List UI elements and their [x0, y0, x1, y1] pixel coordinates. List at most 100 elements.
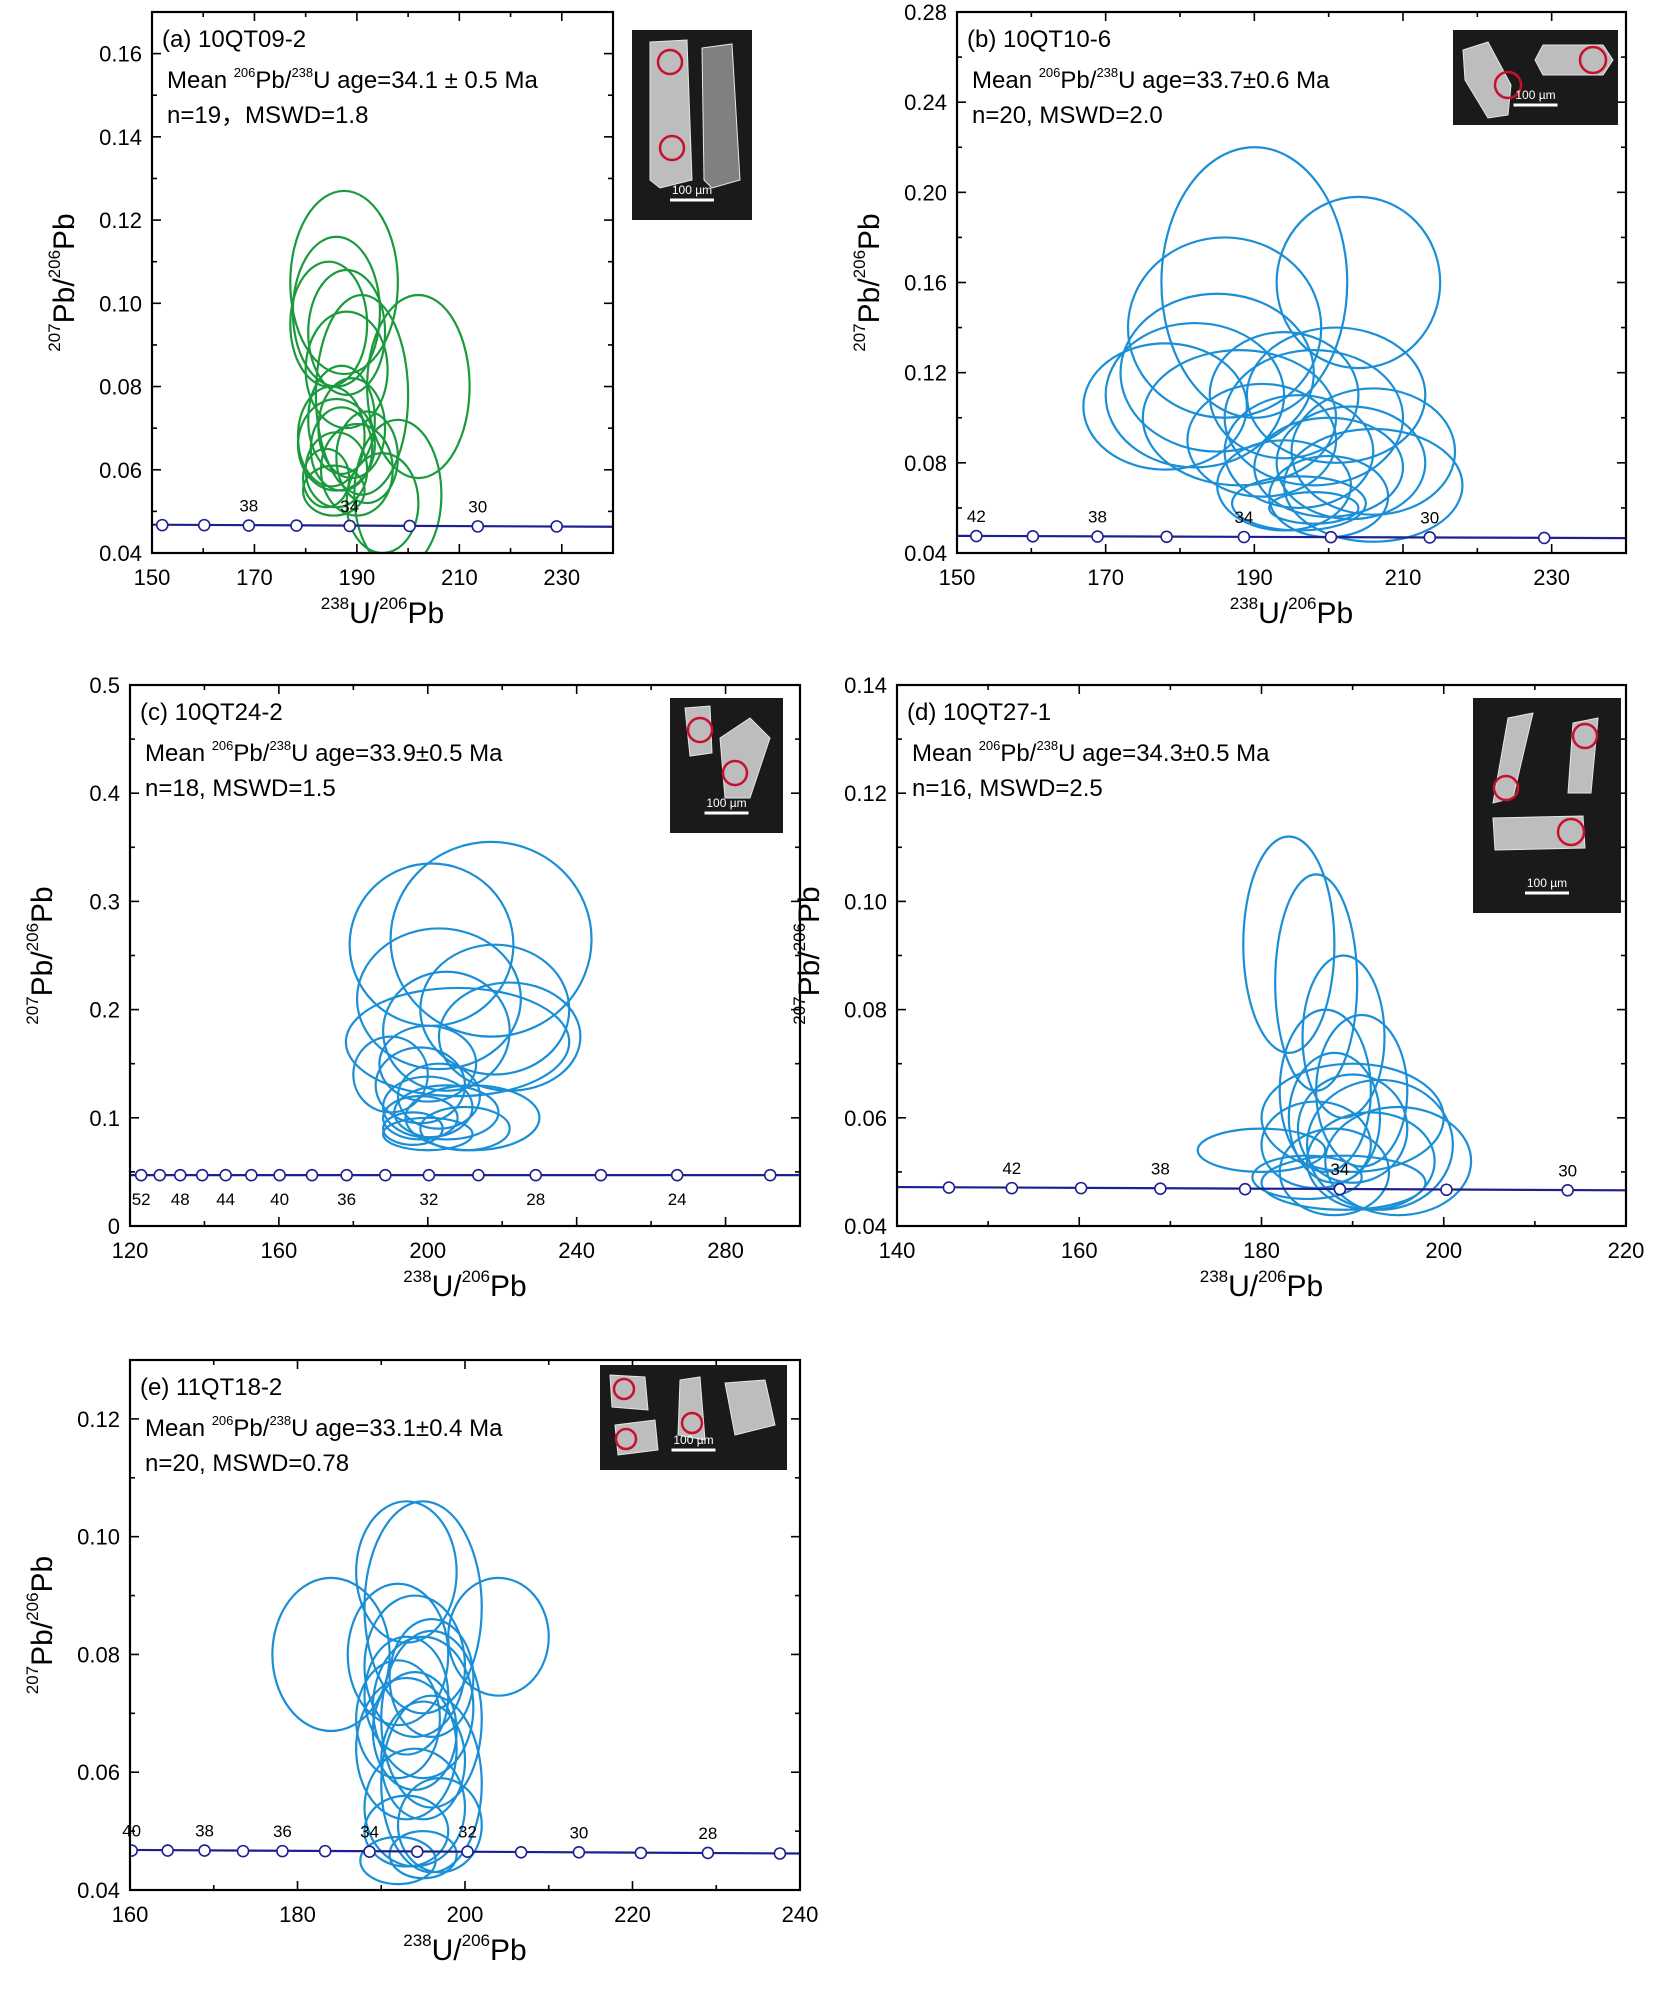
error-ellipse	[388, 1830, 458, 1880]
concordia-age-label: 30	[1558, 1161, 1577, 1180]
error-ellipse	[1104, 321, 1286, 469]
chart-panel-c: 52 48 44 40 36 32 28 24 120 160 200 240 280 0 0.1 0.2 0.…	[23, 673, 802, 1303]
mean-age-text: Mean 206Pb/238U age=33.1±0.4 Ma	[145, 1413, 503, 1442]
error-ellipse	[1315, 1013, 1409, 1168]
error-ellipse	[302, 464, 366, 517]
zircon-crystal	[724, 1379, 776, 1436]
analysis-spot	[658, 134, 686, 162]
error-ellipse	[1082, 342, 1248, 471]
isotope-superscript: 206	[790, 923, 809, 951]
panel-title: (b) 10QT10-6	[967, 26, 1111, 53]
concordia-age-marker	[410, 1845, 424, 1859]
y-tick-label: 0.3	[89, 889, 120, 914]
axis-label-text: Pb	[1287, 1270, 1324, 1303]
concordia-age-marker	[1440, 1183, 1453, 1197]
zircon-crystal	[701, 43, 741, 189]
stats-text: U age=34.1 ± 0.5 Ma	[313, 67, 538, 94]
x-tick-label: 180	[1243, 1238, 1280, 1263]
concordia-age-label: 38	[239, 497, 258, 516]
concordia-age-marker	[290, 519, 303, 532]
y-tick-label: 0.16	[99, 42, 142, 67]
axis-label-text: U/	[1258, 597, 1289, 630]
analysis-spot	[1571, 722, 1599, 750]
error-ellipse	[1223, 394, 1375, 510]
concordia-age-label: 34	[360, 1823, 379, 1842]
analysis-spot	[680, 1411, 704, 1435]
concordia-age-marker	[1423, 531, 1437, 544]
error-ellipse	[419, 1105, 511, 1152]
isotope-superscript: 207	[45, 323, 64, 351]
concordia-age-marker	[305, 1168, 319, 1182]
concordia-age-marker	[670, 1168, 684, 1182]
error-ellipse	[1324, 1105, 1473, 1217]
analysis-spot	[612, 1377, 636, 1401]
y-tick-label: 0.06	[844, 1106, 887, 1131]
axis-label-text: U/	[349, 597, 380, 630]
y-tick-label: 0.14	[99, 125, 142, 150]
x-tick-label: 140	[879, 1238, 916, 1263]
x-tick-label: 200	[447, 1902, 484, 1927]
concordia-age-label: 32	[419, 1190, 438, 1209]
concordia-age-label: 30	[468, 497, 487, 516]
concordia-curve	[897, 1185, 1626, 1192]
isotope-superscript: 238	[1230, 594, 1258, 613]
zircon-crystal	[1567, 717, 1599, 794]
concordia-age-marker	[514, 1846, 528, 1859]
concordia-age-marker	[1537, 531, 1551, 545]
y-tick-label: 0.20	[904, 180, 947, 205]
axis-label-text: Pb	[490, 1270, 527, 1303]
error-ellipse	[1119, 292, 1315, 453]
error-ellipse	[304, 310, 389, 430]
error-ellipse	[1260, 1154, 1427, 1211]
error-ellipse	[346, 1582, 450, 1727]
concordia-age-label: 32	[458, 1823, 477, 1842]
error-ellipse	[371, 1635, 475, 1780]
isotope-superscript: 207	[23, 1666, 42, 1694]
error-ellipse	[380, 1629, 483, 1809]
analysis-spot	[1556, 817, 1586, 847]
y-axis-label: 207Pb/206Pb	[850, 213, 886, 351]
error-ellipse	[1275, 195, 1442, 370]
error-ellipse	[1196, 1127, 1327, 1173]
axis-label-text: Pb/	[26, 1620, 59, 1666]
concordia-curve	[957, 534, 1626, 540]
y-tick-label: 0.24	[904, 90, 947, 115]
error-ellipse	[1242, 835, 1336, 1054]
concordia-age-label: 34	[1234, 508, 1253, 527]
concordia-age-label: 40	[270, 1190, 289, 1209]
mean-age-text: Mean 206Pb/238U age=33.9±0.5 Ma	[145, 738, 503, 767]
error-ellipse	[355, 927, 522, 1071]
concordia-age-label: 42	[967, 507, 986, 526]
n-mswd-text: n=20, MSWD=0.78	[145, 1450, 349, 1477]
concordia	[152, 518, 613, 533]
concordia	[130, 1844, 800, 1860]
concordia-age-label: 42	[1002, 1159, 1021, 1178]
error-ellipse	[1278, 1127, 1391, 1217]
cl-image-inset: 100 µm	[1453, 30, 1618, 125]
y-tick-label: 0.08	[904, 451, 947, 476]
cl-image-inset: 100 µm	[1473, 698, 1621, 913]
x-axis-label: 238U/206Pb	[1200, 1267, 1323, 1303]
stats-text: Pb/	[1060, 67, 1096, 94]
error-ellipse	[1245, 326, 1427, 464]
error-ellipse	[1296, 1073, 1409, 1184]
error-ellipse	[382, 1111, 444, 1146]
x-tick-label: 170	[236, 565, 273, 590]
concordia-age-marker	[422, 1168, 436, 1182]
error-ellipse	[302, 447, 351, 509]
error-ellipse	[359, 1835, 437, 1886]
error-ellipse	[1275, 405, 1427, 521]
stats-text: Pb/	[1000, 740, 1036, 767]
isotope-superscript: 207	[23, 996, 42, 1024]
concordia-age-marker	[1561, 1183, 1574, 1197]
plot-frame	[150, 10, 615, 555]
isotope-superscript: 206	[212, 1413, 234, 1428]
mean-age-text: Mean 206Pb/238U age=34.1 ± 0.5 Ma	[167, 65, 538, 94]
concordia-age-label: 34	[340, 497, 359, 516]
error-ellipse	[314, 293, 410, 496]
analysis-spot	[686, 716, 714, 744]
x-axis-label: 238U/206Pb	[1230, 594, 1353, 630]
concordia-age-marker	[161, 1844, 174, 1857]
x-tick-label: 160	[261, 1238, 298, 1263]
